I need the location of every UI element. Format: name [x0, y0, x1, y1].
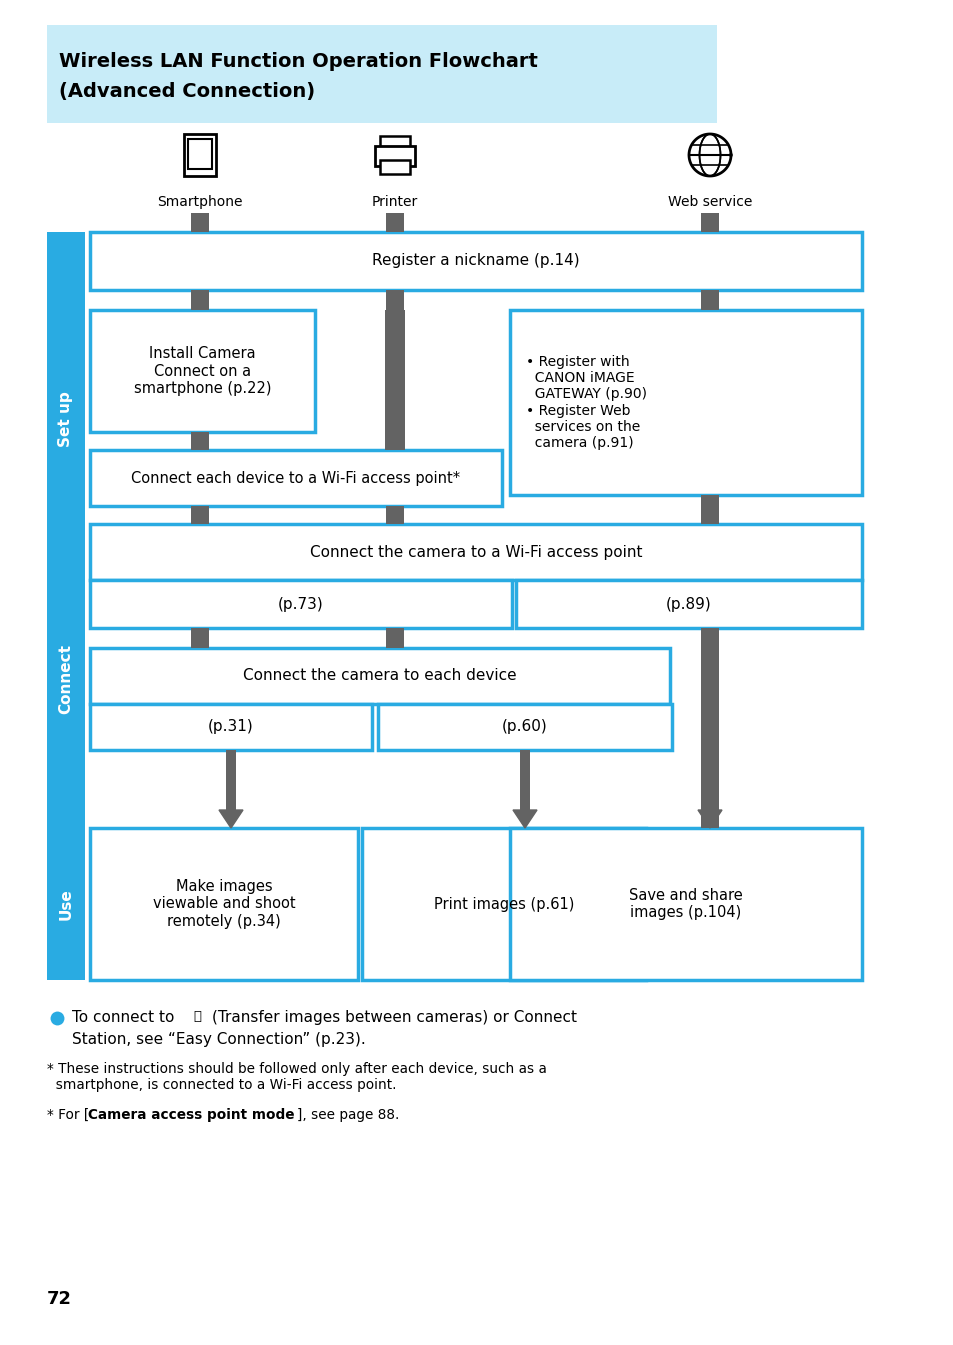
Bar	[700, 213, 719, 231]
Bar	[191, 432, 209, 451]
Text: Connect: Connect	[58, 644, 73, 714]
Text: Printer: Printer	[372, 195, 417, 208]
Text: 📷: 📷	[193, 1010, 201, 1024]
Text: Save and share
images (p.104): Save and share images (p.104)	[628, 888, 742, 920]
Text: Install Camera
Connect on a
smartphone (p.22): Install Camera Connect on a smartphone (…	[133, 346, 271, 395]
Bar	[377, 703, 671, 751]
Bar	[191, 506, 209, 525]
Text: Station, see “Easy Connection” (p.23).: Station, see “Easy Connection” (p.23).	[71, 1032, 365, 1046]
Text: To connect to: To connect to	[71, 1010, 179, 1025]
Bar	[47, 525, 85, 834]
Bar	[379, 160, 410, 174]
Bar	[386, 506, 403, 525]
Polygon shape	[698, 810, 721, 829]
Polygon shape	[513, 810, 537, 829]
Text: Use: Use	[58, 888, 73, 920]
Bar	[90, 525, 862, 580]
Text: ], see page 88.: ], see page 88.	[296, 1108, 399, 1122]
Text: Connect the camera to a Wi-Fi access point: Connect the camera to a Wi-Fi access poi…	[310, 545, 641, 560]
Bar	[90, 451, 501, 506]
Bar	[510, 829, 862, 981]
Bar	[700, 495, 719, 525]
Text: Register a nickname (p.14): Register a nickname (p.14)	[372, 253, 579, 269]
Bar	[191, 291, 209, 309]
Bar	[361, 829, 645, 981]
Text: (p.60): (p.60)	[501, 720, 547, 734]
Text: 72: 72	[47, 1290, 71, 1307]
Bar	[47, 26, 717, 122]
Bar	[47, 829, 85, 981]
Bar	[188, 139, 212, 169]
Text: * For [: * For [	[47, 1108, 90, 1122]
Text: (p.89): (p.89)	[665, 596, 711, 612]
Text: (Advanced Connection): (Advanced Connection)	[59, 82, 314, 101]
Text: Wireless LAN Function Operation Flowchart: Wireless LAN Function Operation Flowchar…	[59, 52, 537, 71]
Bar	[184, 134, 215, 176]
Text: Web service: Web service	[667, 195, 751, 208]
Text: (Transfer images between cameras) or Connect: (Transfer images between cameras) or Con…	[212, 1010, 577, 1025]
Text: Connect the camera to each device: Connect the camera to each device	[243, 668, 517, 683]
Bar	[386, 628, 403, 648]
Bar	[90, 648, 669, 703]
Text: * These instructions should be followed only after each device, such as a
  smar: * These instructions should be followed …	[47, 1063, 546, 1092]
Bar	[90, 829, 357, 981]
Text: Print images (p.61): Print images (p.61)	[434, 897, 574, 912]
Text: (p.31): (p.31)	[208, 720, 253, 734]
Bar	[516, 580, 862, 628]
Text: • Register with
  CANON iMAGE
  GATEWAY (p.90)
• Register Web
  services on the
: • Register with CANON iMAGE GATEWAY (p.9…	[525, 355, 646, 451]
Bar	[519, 751, 530, 810]
Bar	[379, 136, 410, 149]
Bar	[700, 628, 719, 829]
Bar	[386, 213, 403, 231]
Bar	[510, 309, 862, 495]
Bar	[191, 628, 209, 648]
Bar	[90, 703, 372, 751]
Text: (p.73): (p.73)	[278, 596, 323, 612]
Text: Set up: Set up	[58, 391, 73, 448]
Text: Smartphone: Smartphone	[157, 195, 242, 208]
Bar	[375, 147, 415, 165]
Bar	[226, 751, 235, 810]
Bar	[386, 291, 403, 309]
Text: Connect each device to a Wi-Fi access point*: Connect each device to a Wi-Fi access po…	[132, 471, 460, 486]
Bar	[191, 213, 209, 231]
Bar	[385, 309, 405, 451]
Text: Make images
viewable and shoot
remotely (p.34): Make images viewable and shoot remotely …	[152, 880, 295, 929]
Bar	[700, 291, 719, 309]
Bar	[90, 309, 314, 432]
Bar	[47, 231, 85, 607]
Bar	[90, 580, 512, 628]
Polygon shape	[219, 810, 243, 829]
Bar	[90, 231, 862, 291]
Text: Camera access point mode: Camera access point mode	[88, 1108, 294, 1122]
